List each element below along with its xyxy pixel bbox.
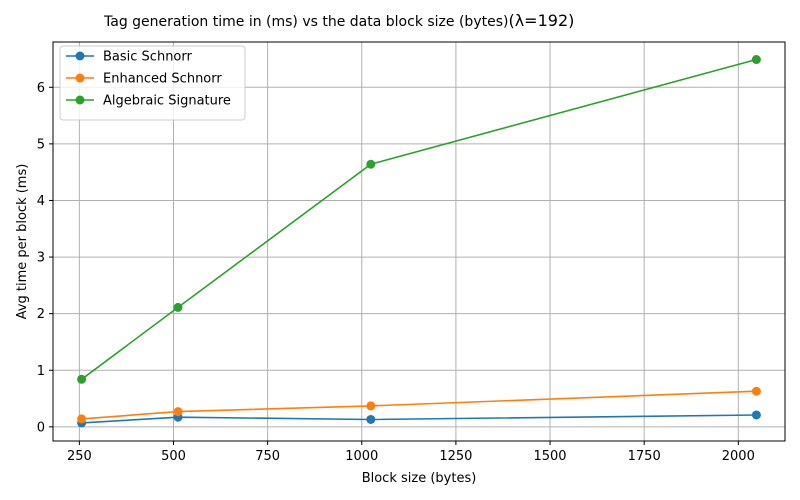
series-line-algebraic-signature xyxy=(81,58,757,380)
x-axis-label: Block size (bytes) xyxy=(362,471,477,486)
legend-label-algebraic-signature: Algebraic Signature xyxy=(103,94,231,109)
data-point-enhanced-schnorr xyxy=(77,414,87,424)
x-tick-label: 1250 xyxy=(439,449,472,464)
data-point-enhanced-schnorr xyxy=(173,407,183,417)
x-tick-label: 750 xyxy=(255,449,280,464)
legend-label-basic-schnorr: Basic Schnorr xyxy=(103,50,192,65)
data-point-algebraic-signature xyxy=(751,55,761,65)
grid xyxy=(53,42,785,441)
data-point-basic-schnorr xyxy=(366,414,376,424)
x-tick-label: 250 xyxy=(67,449,92,464)
data-point-algebraic-signature xyxy=(77,374,87,384)
chart-title: Tag generation time in (ms) vs the data … xyxy=(103,11,574,30)
y-tick-label: 4 xyxy=(37,194,45,209)
data-point-enhanced-schnorr xyxy=(751,386,761,396)
legend-label-enhanced-schnorr: Enhanced Schnorr xyxy=(103,72,222,87)
series-line-enhanced-schnorr xyxy=(81,390,757,420)
y-tick-label: 6 xyxy=(37,81,45,96)
plot-series xyxy=(77,55,761,428)
y-tick-label: 0 xyxy=(37,420,45,435)
x-tick-label: 1500 xyxy=(533,449,566,464)
x-tick-label: 1000 xyxy=(345,449,378,464)
legend: Basic Schnorr Enhanced Schnorr Algebraic S… xyxy=(59,45,246,121)
data-point-basic-schnorr xyxy=(751,410,761,420)
chart-title-suffix: (λ=192) xyxy=(508,11,574,30)
y-tick-label: 3 xyxy=(37,251,45,266)
x-tick-label: 2000 xyxy=(722,449,755,464)
legend-box xyxy=(59,45,246,121)
x-tick-label: 1750 xyxy=(628,449,661,464)
axis-ticks: 250 500 750 1000 1250 1500 1750 2000 0 1 2 3 4 5 6 xyxy=(37,81,755,464)
y-axis-label: Avg time per block (ms) xyxy=(15,164,30,320)
y-tick-label: 1 xyxy=(37,364,45,379)
data-point-enhanced-schnorr xyxy=(366,401,376,411)
series-line-basic-schnorr xyxy=(81,414,757,424)
data-point-algebraic-signature xyxy=(366,159,376,169)
y-tick-label: 5 xyxy=(37,137,45,152)
legend-marker-basic-schnorr xyxy=(75,51,85,61)
y-tick-label: 2 xyxy=(37,307,45,322)
chart-title-main: Tag generation time in (ms) vs the data … xyxy=(103,14,508,30)
plot-frame xyxy=(52,41,786,442)
legend-marker-algebraic-signature xyxy=(75,95,85,105)
data-point-algebraic-signature xyxy=(173,302,183,312)
x-tick-label: 500 xyxy=(161,449,186,464)
legend-marker-enhanced-schnorr xyxy=(75,73,85,83)
